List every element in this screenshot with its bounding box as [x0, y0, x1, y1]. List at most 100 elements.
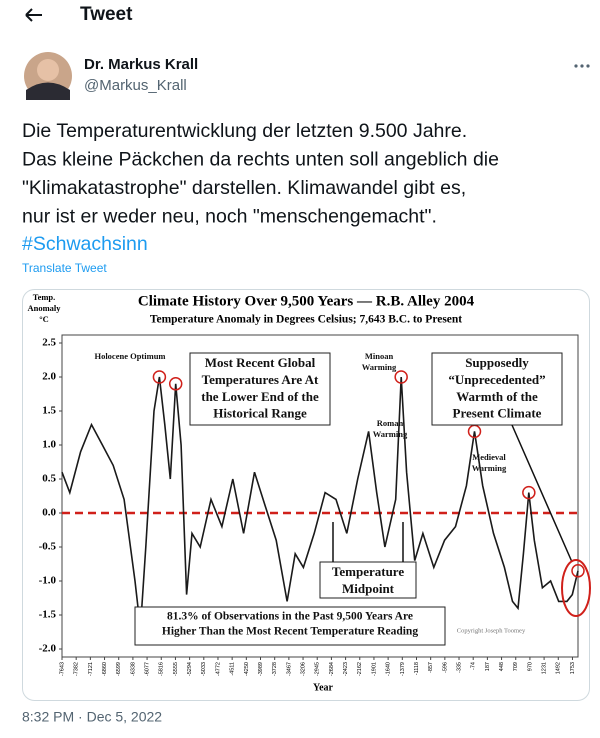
- annotation: Roman: [377, 418, 404, 428]
- chart: Climate History Over 9,500 Years — R.B. …: [27, 292, 591, 693]
- annotation: Warming: [373, 429, 408, 439]
- x-tick-label: 709: [513, 662, 519, 671]
- header-title: Tweet: [80, 4, 133, 25]
- x-tick-label: 187: [485, 662, 491, 671]
- x-tick-label: -5555: [173, 662, 179, 676]
- y-tick-label: 2.0: [42, 371, 56, 383]
- back-arrow[interactable]: [25, 8, 42, 22]
- x-tick-label: -6338: [130, 662, 136, 676]
- user-name[interactable]: Dr. Markus Krall: [84, 56, 198, 73]
- tweet-line: "Klimakatastrophe" darstellen. Klimawand…: [22, 177, 466, 199]
- x-tick-label: -2423: [343, 662, 349, 676]
- x-tick-label: -3989: [258, 662, 264, 676]
- annotation: Historical Range: [213, 406, 307, 421]
- annotation: Present Climate: [453, 406, 542, 421]
- timestamp[interactable]: 8:32 PM · Dec 5, 2022: [22, 709, 162, 725]
- x-tick-label: -74: [471, 662, 477, 670]
- y-tick-label: -0.5: [39, 541, 57, 553]
- highlight-circle: [152, 370, 167, 384]
- annotation: Holocene Optimum: [94, 351, 165, 361]
- x-tick-label: -5816: [159, 662, 165, 676]
- annotation: Most Recent Global: [205, 355, 316, 370]
- annotation: Supposedly: [465, 355, 529, 370]
- x-tick-label: -6077: [145, 662, 151, 676]
- x-tick-label: -1118: [414, 662, 420, 675]
- x-tick-label: -596: [442, 662, 448, 673]
- annotation: “Unprecedented”: [448, 372, 545, 387]
- annotation: Midpoint: [342, 581, 395, 596]
- x-tick-label: 448: [499, 662, 505, 671]
- temperature-line: [61, 376, 579, 629]
- x-tick-label: -4511: [230, 662, 236, 676]
- annotation-box: [189, 352, 331, 426]
- annotation: Warmth of the: [456, 389, 538, 404]
- annotation: Temperatures Are At: [202, 372, 319, 387]
- x-tick-label: 1231: [542, 662, 548, 674]
- y-tick-label: 0.0: [42, 507, 56, 519]
- x-tick-label: 1492: [556, 662, 562, 674]
- x-tick-label: -6599: [116, 662, 122, 676]
- annotation: Warming: [362, 362, 397, 372]
- annotation: Temperature: [332, 564, 404, 579]
- highlight-circle: [394, 370, 408, 384]
- x-tick-label: -2945: [315, 662, 321, 676]
- x-tick-label: -4250: [244, 662, 250, 676]
- hashtag[interactable]: #Schwachsinn: [22, 233, 148, 255]
- annotation-box: [134, 606, 446, 646]
- annotation-box: [431, 352, 563, 426]
- chart-subtitle: Temperature Anomaly in Degrees Celsius; …: [150, 314, 462, 326]
- annotation: Warming: [472, 463, 507, 473]
- y-tick-label: 2.5: [42, 337, 56, 349]
- translate-link[interactable]: Translate Tweet: [22, 261, 107, 275]
- y-tick-label: -2.0: [39, 643, 57, 655]
- annotation: Copyright Joseph Toomey: [457, 627, 526, 634]
- x-tick-label: -5294: [187, 662, 193, 676]
- x-tick-label: -1379: [400, 662, 406, 676]
- x-tick-label: -6860: [102, 662, 108, 676]
- highlight-circle: [522, 485, 536, 500]
- y-tick-label: -1.5: [39, 609, 57, 621]
- y-axis-label: °C: [39, 314, 49, 324]
- x-tick-label: -1640: [386, 662, 392, 676]
- highlight-circle: [168, 377, 183, 391]
- x-tick-label: -2162: [357, 662, 363, 676]
- tweet-line: Das kleine Päckchen da rechts unten soll…: [22, 149, 499, 171]
- avatar-face: [37, 59, 59, 81]
- x-tick-label: -857: [428, 662, 434, 673]
- x-tick-label: -335: [456, 662, 462, 673]
- user-handle[interactable]: @Markus_Krall: [84, 77, 187, 94]
- y-tick-label: 0.5: [42, 473, 56, 485]
- x-tick-label: 1753: [570, 662, 576, 674]
- y-tick-label: 1.5: [42, 405, 56, 417]
- x-tick-label: -1901: [371, 662, 377, 676]
- tweet-line: nur ist er weder neu, noch "menschengema…: [22, 206, 437, 228]
- more-menu[interactable]: [574, 64, 590, 68]
- annotation: 81.3% of Observations in the Past 9,500 …: [167, 611, 413, 623]
- y-tick-label: -1.0: [39, 575, 57, 587]
- x-tick-label: -5033: [201, 662, 207, 676]
- annotation: Minoan: [365, 351, 394, 361]
- tweet-line: Die Temperaturentwicklung der letzten 9.…: [22, 120, 467, 142]
- avatar-suit: [26, 82, 70, 100]
- arrow: [332, 424, 573, 563]
- y-axis-label: Temp.: [33, 292, 56, 302]
- annotation: Medieval: [472, 452, 506, 462]
- annotation-box: [319, 561, 417, 599]
- x-tick-label: -7382: [74, 662, 80, 676]
- x-tick-label: -4772: [215, 662, 221, 676]
- x-tick-label: -3728: [272, 662, 278, 676]
- x-axis-label: Year: [313, 682, 334, 693]
- x-tick-label: -3467: [286, 662, 292, 676]
- highlight-circle: [571, 564, 585, 578]
- x-tick-label: 970: [527, 662, 533, 671]
- present-ellipse: [561, 559, 591, 617]
- annotation: Higher Than the Most Recent Temperature …: [162, 626, 418, 638]
- chart-title: Climate History Over 9,500 Years — R.B. …: [138, 293, 475, 309]
- y-tick-label: 1.0: [42, 439, 56, 451]
- x-tick-label: -2684: [329, 662, 335, 676]
- x-tick-label: -7121: [88, 662, 94, 676]
- annotation: the Lower End of the: [201, 389, 319, 404]
- x-tick-label: -7643: [59, 662, 65, 676]
- tweet-text: Die Temperaturentwicklung der letzten 9.…: [22, 120, 499, 228]
